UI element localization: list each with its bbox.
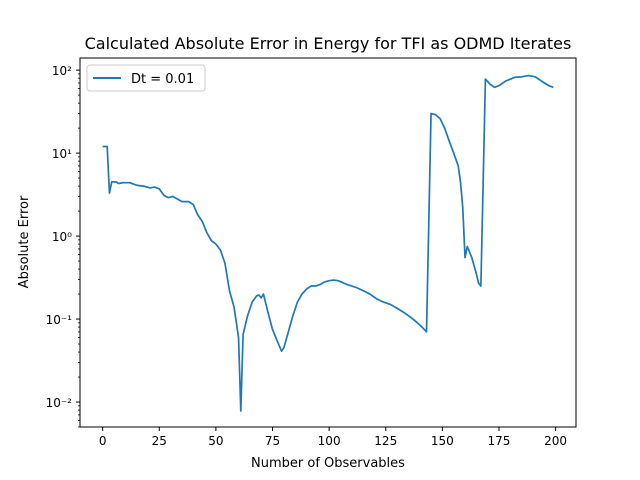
x-tick-label: 125 xyxy=(374,434,397,448)
x-tick-label: 200 xyxy=(544,434,567,448)
y-axis: 10⁻² 10⁻¹ 10⁰ 10¹ 10² xyxy=(46,64,80,428)
series-line-0 xyxy=(102,74,554,412)
y-axis-label: Absolute Error xyxy=(17,195,32,288)
legend-label-dt-0-01: Dt = 0.01 xyxy=(131,72,194,87)
y-tick-label: 10¹ xyxy=(52,147,72,161)
x-tick-label: 50 xyxy=(208,434,223,448)
chart-title: Calculated Absolute Error in Energy for … xyxy=(85,34,572,53)
y-tick-label: 10⁻² xyxy=(46,396,73,410)
x-tick-label: 75 xyxy=(265,434,280,448)
y-tick-label: 10² xyxy=(52,64,72,78)
x-axis: 0 25 50 75 100 125 150 175 200 xyxy=(99,427,567,448)
x-tick-label: 100 xyxy=(318,434,341,448)
x-axis-label: Number of Observables xyxy=(251,456,405,471)
x-tick-label: 175 xyxy=(488,434,511,448)
series-layer xyxy=(102,74,554,412)
x-tick-label: 25 xyxy=(152,434,167,448)
y-tick-label: 10⁻¹ xyxy=(46,313,73,327)
legend-box xyxy=(86,64,206,92)
x-tick-label: 0 xyxy=(99,434,107,448)
axes-frame xyxy=(79,57,577,428)
x-tick-label: 150 xyxy=(431,434,454,448)
legend: Dt = 0.01 xyxy=(86,64,206,92)
y-tick-label: 10⁰ xyxy=(52,230,72,244)
